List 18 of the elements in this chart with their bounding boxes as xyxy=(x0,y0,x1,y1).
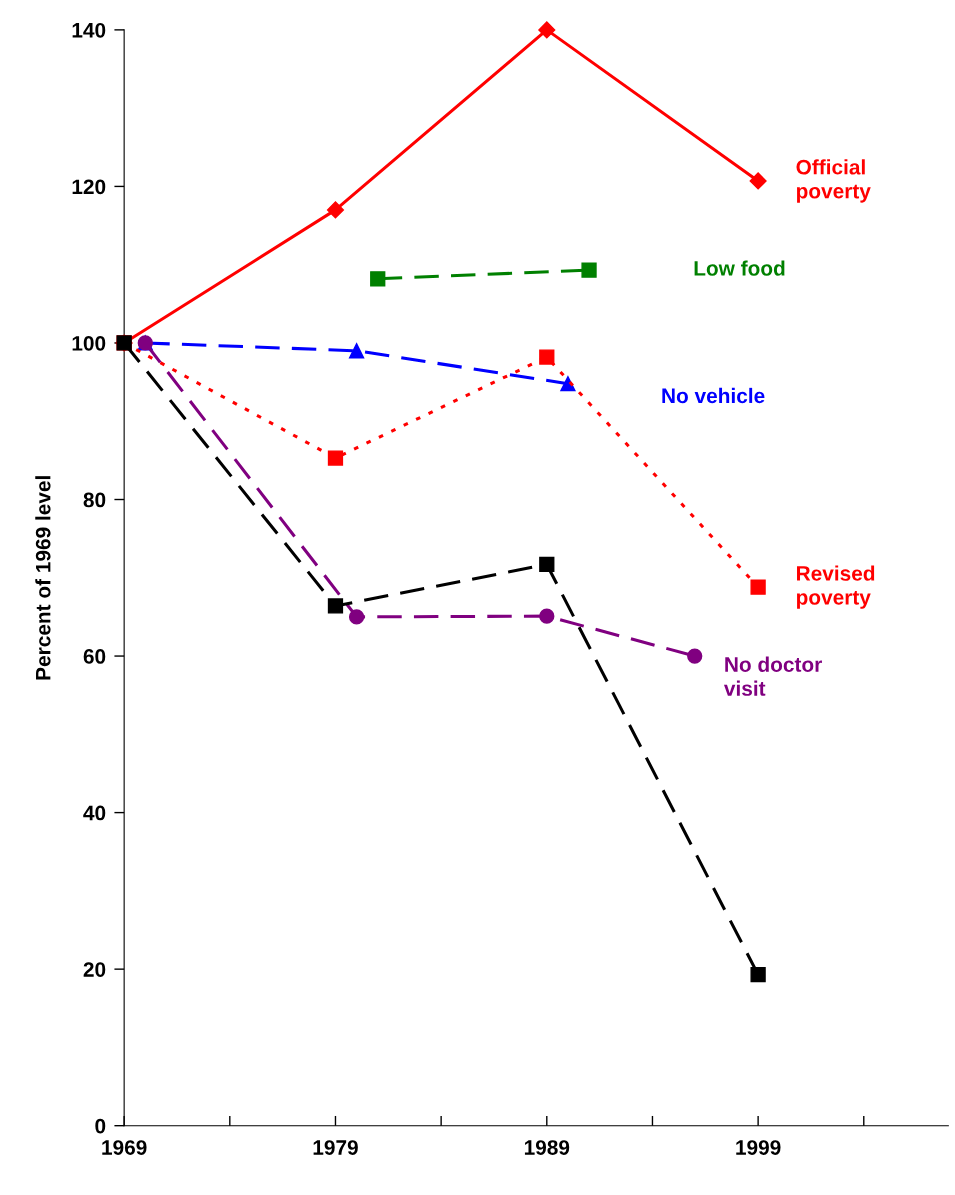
y-tick-label: 140 xyxy=(72,22,106,38)
y-tick-label: 40 xyxy=(83,805,106,821)
x-tick-label: 1989 xyxy=(524,1140,570,1155)
text: No vehicle xyxy=(662,387,765,404)
text: Low food xyxy=(694,260,785,276)
y-tick-label: 120 xyxy=(72,179,106,195)
y-axis-title: Percent of 1969 level xyxy=(35,476,51,680)
series-label: Official poverty xyxy=(796,159,871,203)
y-tick-label: 0 xyxy=(95,1118,106,1134)
y-tick-label: 100 xyxy=(72,335,106,351)
series-label: No doctor visit xyxy=(723,656,822,696)
y-tick-label: 20 xyxy=(83,962,106,977)
x-tick-label: 1969 xyxy=(102,1140,147,1155)
x-tick-label: 1999 xyxy=(736,1140,781,1155)
y-tick-label: 60 xyxy=(83,649,106,664)
series-label: Revised poverty xyxy=(797,565,875,609)
y-tick-label: 80 xyxy=(83,492,106,508)
x-tick-label: 1979 xyxy=(313,1140,358,1155)
